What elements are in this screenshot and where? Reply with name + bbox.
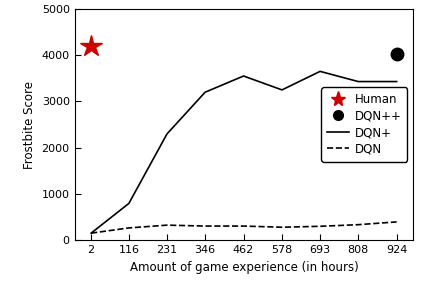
DQN+ (164, 132, 170, 136)
Line: DQN: DQN (91, 222, 397, 233)
DQN (164, 223, 170, 227)
DQN (317, 224, 322, 228)
DQN (241, 224, 246, 228)
Legend: Human, DQN++, DQN+, DQN: Human, DQN++, DQN+, DQN (322, 87, 407, 162)
DQN (202, 224, 207, 228)
DQN+ (89, 231, 94, 235)
Line: DQN+: DQN+ (91, 71, 397, 233)
DQN (127, 226, 132, 230)
X-axis label: Amount of game experience (in hours): Amount of game experience (in hours) (130, 261, 358, 274)
Y-axis label: Frostbite Score: Frostbite Score (23, 81, 36, 169)
DQN (89, 231, 94, 235)
DQN (356, 223, 361, 227)
DQN+ (356, 80, 361, 83)
DQN+ (241, 74, 246, 78)
DQN+ (317, 70, 322, 73)
DQN+ (394, 80, 399, 83)
DQN+ (202, 91, 207, 94)
DQN+ (279, 88, 285, 92)
DQN (279, 225, 285, 229)
DQN+ (127, 201, 132, 205)
DQN (394, 220, 399, 224)
